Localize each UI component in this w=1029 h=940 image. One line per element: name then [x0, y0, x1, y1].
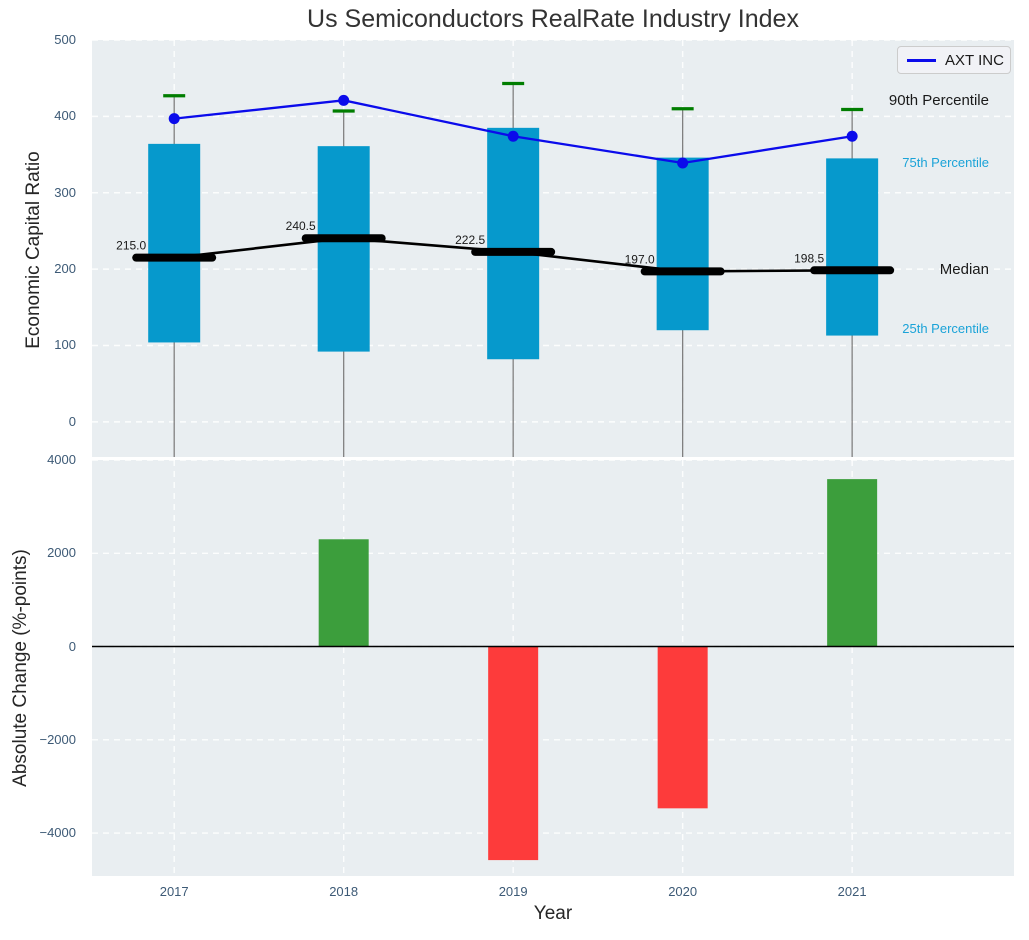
median-value-label: 240.5	[286, 219, 316, 233]
positive-change-bar	[318, 539, 369, 647]
legend-line-sample	[907, 58, 936, 62]
iqr-bar	[317, 146, 370, 352]
y-tick-label: 300	[54, 184, 76, 200]
bottom-plot-area	[92, 460, 1014, 876]
x-tick-label: 2020	[668, 884, 698, 899]
x-tick-label: 2021	[837, 884, 867, 899]
iqr-bar	[487, 127, 540, 360]
axt-marker	[338, 94, 350, 106]
y-tick-label: 400	[54, 108, 76, 124]
bottom-plot-svg	[92, 460, 1014, 876]
axt-marker	[846, 130, 858, 142]
annotation-25th-percentile: 25th Percentile	[902, 321, 989, 336]
axt-marker	[168, 113, 180, 125]
chart-title: Us Semiconductors RealRate Industry Inde…	[307, 5, 799, 33]
top-plot-svg: 215.0 240.5 222.5 197.0 198.5	[92, 40, 1014, 457]
positive-change-bar	[827, 479, 878, 647]
median-value-label: 198.5	[794, 251, 824, 265]
iqr-bar	[656, 157, 709, 331]
y-tick-label: 200	[54, 261, 76, 277]
y-tick-label: 0	[68, 413, 76, 429]
axt-marker	[507, 130, 519, 142]
legend-label: AXT INC	[945, 51, 1004, 69]
iqr-bar	[826, 158, 879, 336]
y-tick-label: 2000	[47, 545, 76, 561]
median-value-label: 197.0	[625, 252, 655, 266]
median-value-label: 215.0	[116, 239, 146, 253]
legend: AXT INC	[897, 46, 1011, 74]
iqr-bar	[148, 143, 201, 343]
x-tick-label: 2019	[498, 884, 528, 899]
bottom-y-axis-label: Absolute Change (%-points)	[10, 549, 31, 787]
top-plot-area: 215.0 240.5 222.5 197.0 198.5	[92, 40, 1014, 457]
y-tick-label: 100	[54, 337, 76, 353]
y-tick-label: 500	[54, 32, 76, 47]
y-tick-label: 0	[68, 638, 76, 654]
negative-change-bar	[488, 646, 539, 861]
x-tick-label: 2018	[329, 884, 359, 899]
y-tick-label: 4000	[47, 452, 76, 467]
negative-change-bar	[657, 646, 708, 809]
x-axis-label: Year	[533, 903, 573, 924]
axt-marker	[677, 157, 689, 169]
x-tick-label: 2017	[159, 884, 189, 899]
annotation-median: Median	[939, 261, 989, 278]
y-tick-label: −2000	[39, 731, 76, 747]
annotation-75th-percentile: 75th Percentile	[902, 155, 989, 170]
y-tick-label: −4000	[39, 825, 76, 841]
top-y-axis-label: Economic Capital Ratio	[23, 151, 44, 349]
median-value-label: 222.5	[455, 233, 485, 247]
annotation-90th-percentile: 90th Percentile	[888, 92, 989, 109]
